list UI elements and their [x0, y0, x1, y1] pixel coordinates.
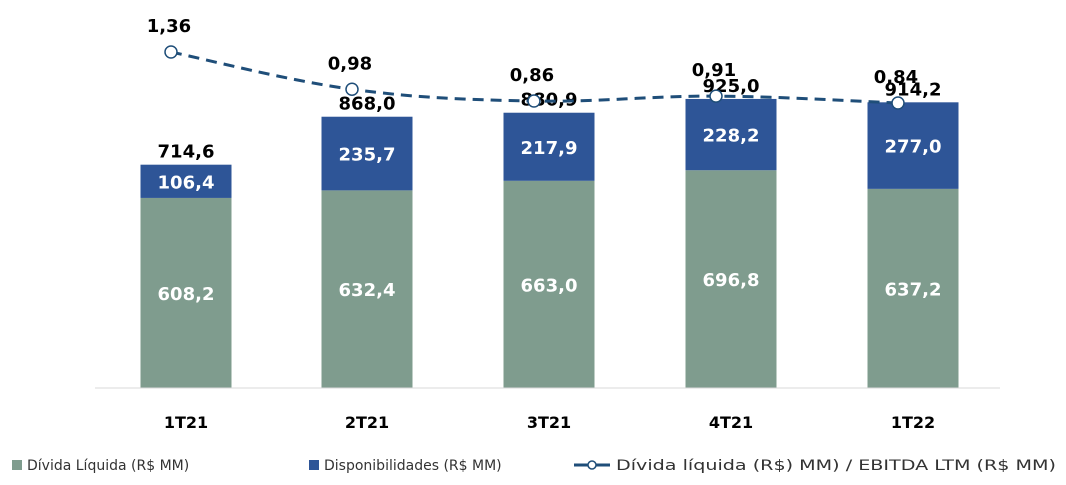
segment-value-label: 228,2	[703, 126, 760, 147]
ratio-value-label: 0,86	[510, 65, 554, 86]
segment-value-label: 217,9	[521, 138, 578, 159]
bar-segment-divida-liquida	[321, 190, 413, 388]
ratio-value-label: 0,91	[692, 60, 736, 81]
segment-labels: 608,2 106,4 632,4 235,7 663,0 217,9 696,8 228,2…	[158, 126, 942, 305]
legend-label-divida-liquida: Dívida Líquida (R$ MM)	[27, 458, 189, 474]
segment-value-label: 608,2	[158, 284, 215, 305]
ratio-point	[164, 45, 178, 59]
category-label: 3T21	[527, 413, 571, 432]
total-value-label: 914,2	[885, 79, 942, 100]
category-label: 4T21	[709, 413, 753, 432]
segment-value-label: 106,4	[158, 172, 215, 193]
bar-segment-disponibilidades	[321, 116, 413, 191]
ratio-line: 1,36 0,98 0,86 0,91 0,84	[147, 16, 918, 110]
segment-value-label: 235,7	[339, 145, 396, 166]
segment-value-label: 663,0	[521, 275, 578, 296]
legend-swatch-disponibilidades	[309, 460, 319, 470]
ratio-point	[345, 82, 359, 97]
legend: Dívida Líquida (R$ MM) Disponibilidades (…	[12, 458, 1056, 474]
category-label: 2T21	[345, 413, 389, 432]
segment-value-label: 277,0	[885, 137, 942, 158]
legend-marker-ratio	[587, 460, 597, 470]
category-labels: 1T21 2T21 3T21 4T21 1T22	[164, 413, 935, 432]
segment-value-label: 637,2	[885, 279, 942, 300]
total-value-label: 714,6	[158, 142, 215, 163]
bar-segment-divida-liquida	[867, 188, 959, 388]
ratio-point	[891, 96, 905, 110]
segment-value-label: 696,8	[703, 270, 760, 291]
legend-label-disponibilidades: Disponibilidades (R$ MM)	[324, 458, 502, 474]
bar-segment-divida-liquida	[503, 180, 595, 388]
bars	[140, 98, 959, 388]
total-value-label: 868,0	[339, 94, 396, 115]
bar-segment-disponibilidades	[685, 98, 777, 171]
bar-segment-divida-liquida	[685, 170, 777, 388]
ratio-value-label: 0,84	[874, 67, 918, 88]
ratio-value-label: 1,36	[147, 16, 191, 37]
bar-segment-disponibilidades	[867, 102, 959, 189]
category-label: 1T22	[891, 413, 935, 432]
ratio-value-label: 0,98	[328, 53, 372, 74]
ratio-point	[527, 94, 541, 108]
ratio-point	[709, 89, 723, 103]
bar-segment-divida-liquida	[140, 197, 232, 388]
bar-segment-disponibilidades	[140, 164, 232, 198]
bar-segment-disponibilidades	[503, 112, 595, 181]
category-label: 1T21	[164, 413, 208, 432]
legend-label-ratio: Dívida líquida (R$) MM) / EBITDA LTM (R$…	[616, 458, 1056, 474]
segment-value-label: 632,4	[339, 280, 396, 301]
legend-swatch-divida-liquida	[12, 460, 22, 470]
